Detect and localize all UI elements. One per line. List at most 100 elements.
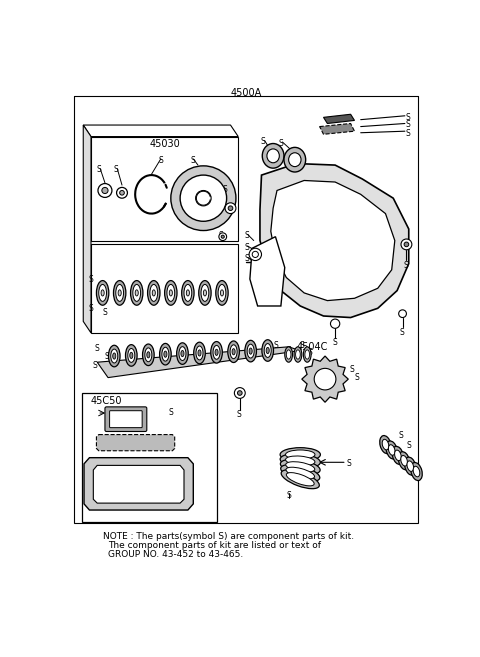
- Ellipse shape: [96, 281, 109, 306]
- Text: S: S: [89, 275, 94, 284]
- Ellipse shape: [196, 346, 203, 360]
- Ellipse shape: [267, 149, 279, 163]
- Polygon shape: [83, 125, 238, 137]
- Polygon shape: [84, 458, 193, 510]
- Ellipse shape: [220, 290, 224, 296]
- Ellipse shape: [262, 340, 274, 361]
- Ellipse shape: [305, 350, 310, 359]
- Ellipse shape: [247, 344, 254, 358]
- Text: 4500A: 4500A: [230, 88, 262, 98]
- Text: S: S: [414, 473, 419, 482]
- Ellipse shape: [194, 342, 205, 364]
- Circle shape: [330, 319, 340, 328]
- Text: S: S: [403, 261, 408, 269]
- Text: NOTE : The parts(symbol S) are component parts of kit.: NOTE : The parts(symbol S) are component…: [103, 532, 354, 541]
- Text: GROUP NO. 43-452 to 43-465.: GROUP NO. 43-452 to 43-465.: [108, 550, 243, 559]
- Ellipse shape: [228, 341, 240, 363]
- Ellipse shape: [152, 290, 156, 296]
- Bar: [74, 96, 418, 523]
- Text: S: S: [308, 348, 312, 357]
- Text: S: S: [278, 139, 283, 148]
- Ellipse shape: [135, 290, 138, 296]
- Ellipse shape: [218, 284, 226, 302]
- Bar: [82, 393, 217, 522]
- Text: S: S: [95, 344, 99, 353]
- Text: S: S: [350, 365, 355, 374]
- Ellipse shape: [281, 470, 319, 489]
- Circle shape: [249, 248, 262, 261]
- Ellipse shape: [380, 436, 391, 453]
- Ellipse shape: [280, 453, 320, 468]
- Ellipse shape: [405, 457, 416, 475]
- FancyBboxPatch shape: [105, 407, 147, 432]
- Text: S: S: [286, 491, 291, 500]
- Ellipse shape: [145, 348, 152, 362]
- Ellipse shape: [201, 284, 209, 302]
- Ellipse shape: [407, 461, 414, 472]
- Polygon shape: [260, 164, 409, 317]
- Ellipse shape: [296, 350, 300, 359]
- Circle shape: [234, 388, 245, 398]
- Polygon shape: [250, 237, 285, 306]
- Polygon shape: [302, 356, 348, 402]
- Polygon shape: [271, 181, 395, 301]
- Polygon shape: [97, 347, 300, 378]
- Ellipse shape: [159, 344, 171, 365]
- Ellipse shape: [162, 348, 169, 361]
- Ellipse shape: [392, 446, 404, 464]
- Text: The component parts of kit are listed or text of: The component parts of kit are listed or…: [108, 541, 321, 550]
- Ellipse shape: [395, 450, 401, 461]
- Text: 4504C: 4504C: [296, 342, 328, 352]
- Ellipse shape: [101, 290, 104, 296]
- Circle shape: [399, 310, 407, 317]
- Text: S: S: [113, 165, 118, 174]
- Circle shape: [117, 187, 127, 198]
- Text: S: S: [96, 165, 101, 174]
- Text: S: S: [300, 340, 304, 350]
- Text: S: S: [191, 156, 196, 165]
- Ellipse shape: [266, 348, 269, 353]
- Ellipse shape: [128, 348, 135, 363]
- Ellipse shape: [125, 345, 137, 366]
- Text: S: S: [104, 352, 109, 361]
- Ellipse shape: [286, 456, 315, 466]
- Ellipse shape: [413, 466, 420, 477]
- Polygon shape: [320, 124, 355, 134]
- Circle shape: [196, 191, 211, 206]
- Text: S: S: [223, 185, 228, 194]
- Ellipse shape: [398, 452, 410, 470]
- Ellipse shape: [286, 467, 314, 479]
- Ellipse shape: [181, 281, 194, 306]
- Text: S: S: [261, 137, 265, 147]
- Text: S: S: [219, 231, 224, 240]
- Circle shape: [102, 187, 108, 194]
- Ellipse shape: [213, 346, 220, 359]
- Ellipse shape: [130, 352, 133, 359]
- Circle shape: [238, 391, 242, 396]
- Ellipse shape: [280, 447, 321, 461]
- Ellipse shape: [286, 450, 315, 459]
- Ellipse shape: [401, 455, 408, 466]
- Ellipse shape: [111, 349, 118, 363]
- Text: S: S: [168, 409, 173, 417]
- Ellipse shape: [216, 281, 228, 306]
- Ellipse shape: [211, 342, 222, 363]
- Ellipse shape: [169, 290, 172, 296]
- Ellipse shape: [284, 147, 306, 172]
- Ellipse shape: [303, 347, 311, 362]
- Ellipse shape: [245, 340, 256, 362]
- Text: S: S: [347, 459, 351, 468]
- Ellipse shape: [249, 348, 252, 354]
- Polygon shape: [91, 137, 238, 240]
- Ellipse shape: [386, 441, 397, 459]
- Polygon shape: [91, 244, 238, 333]
- Ellipse shape: [108, 346, 120, 367]
- Polygon shape: [93, 465, 184, 503]
- Ellipse shape: [294, 347, 302, 362]
- Text: S: S: [158, 156, 163, 165]
- Ellipse shape: [287, 472, 314, 486]
- Ellipse shape: [113, 353, 116, 359]
- Text: S: S: [179, 497, 183, 506]
- Ellipse shape: [177, 343, 188, 365]
- Polygon shape: [324, 114, 355, 124]
